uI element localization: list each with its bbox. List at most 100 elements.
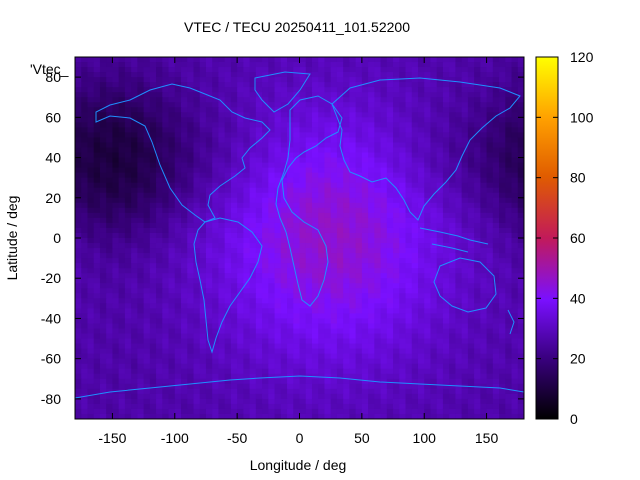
heatmap-cell	[237, 263, 244, 269]
heatmap-cell	[75, 258, 82, 264]
heatmap-cell	[287, 378, 294, 385]
heatmap-cell	[212, 318, 220, 325]
heatmap-cell	[156, 353, 163, 360]
heatmap-cell	[436, 152, 444, 159]
heatmap-cell	[118, 293, 126, 299]
heatmap-cell	[405, 182, 413, 189]
heatmap-cell	[505, 328, 513, 335]
heatmap-cell	[293, 87, 301, 93]
heatmap-cell	[156, 212, 163, 219]
heatmap-cell	[99, 393, 107, 400]
heatmap-cell	[499, 127, 506, 134]
heatmap-cell	[343, 67, 350, 73]
heatmap-cell	[311, 263, 319, 269]
heatmap-cell	[511, 142, 519, 149]
heatmap-cell	[249, 222, 257, 229]
heatmap-cell	[75, 348, 82, 355]
heatmap-cell	[255, 117, 263, 123]
heatmap-cell	[374, 323, 382, 330]
heatmap-cell	[492, 328, 500, 335]
heatmap-cell	[137, 232, 145, 239]
heatmap-cell	[280, 298, 288, 304]
heatmap-cell	[442, 328, 450, 335]
heatmap-cell	[230, 232, 238, 239]
heatmap-cell	[212, 72, 220, 78]
heatmap-cell	[374, 298, 382, 304]
heatmap-cell	[187, 403, 195, 410]
heatmap-cell	[474, 152, 481, 159]
heatmap-cell	[311, 157, 319, 164]
heatmap-cell	[218, 243, 226, 249]
heatmap-cell	[299, 358, 307, 365]
heatmap-cell	[355, 122, 363, 128]
heatmap-cell	[368, 263, 375, 269]
heatmap-cell	[368, 57, 375, 63]
heatmap-cell	[355, 112, 363, 118]
heatmap-cell	[311, 378, 319, 385]
heatmap-cell	[393, 132, 400, 139]
heatmap-cell	[143, 197, 151, 204]
heatmap-cell	[243, 182, 251, 189]
heatmap-cell	[299, 192, 307, 199]
heatmap-cell	[343, 132, 350, 139]
heatmap-cell	[237, 217, 244, 224]
heatmap-cell	[486, 293, 494, 299]
heatmap-cell	[287, 87, 294, 93]
heatmap-cell	[405, 348, 413, 355]
heatmap-cell	[168, 107, 176, 113]
heatmap-cell	[430, 97, 438, 103]
heatmap-cell	[187, 303, 195, 309]
heatmap-cell	[305, 132, 313, 139]
heatmap-cell	[399, 323, 407, 330]
heatmap-cell	[255, 92, 263, 98]
heatmap-cell	[124, 328, 132, 335]
heatmap-cell	[106, 202, 114, 209]
heatmap-cell	[318, 238, 326, 244]
heatmap-cell	[112, 333, 120, 340]
heatmap-cell	[106, 207, 114, 214]
heatmap-cell	[455, 207, 463, 214]
heatmap-cell	[449, 87, 457, 93]
heatmap-cell	[93, 353, 101, 360]
heatmap-cell	[143, 72, 151, 78]
heatmap-cell	[311, 308, 319, 315]
heatmap-cell	[174, 77, 182, 83]
heatmap-cell	[162, 238, 170, 244]
heatmap-cell	[467, 273, 475, 279]
heatmap-cell	[212, 167, 220, 174]
heatmap-cell	[511, 67, 519, 73]
heatmap-cell	[218, 398, 226, 405]
heatmap-cell	[87, 227, 95, 234]
heatmap-cell	[492, 293, 500, 299]
heatmap-cell	[137, 152, 145, 159]
heatmap-cell	[230, 97, 238, 103]
heatmap-cell	[499, 97, 506, 103]
heatmap-cell	[299, 238, 307, 244]
heatmap-cell	[156, 293, 163, 299]
heatmap-cell	[336, 343, 344, 350]
heatmap-cell	[330, 358, 338, 365]
heatmap-cell	[249, 378, 257, 385]
heatmap-cell	[137, 62, 145, 68]
heatmap-cell	[499, 57, 506, 63]
heatmap-cell	[124, 222, 132, 229]
heatmap-cell	[318, 308, 326, 315]
heatmap-cell	[305, 202, 313, 209]
heatmap-cell	[368, 308, 375, 315]
heatmap-cell	[199, 303, 207, 309]
heatmap-cell	[156, 132, 163, 139]
heatmap-cell	[274, 197, 282, 204]
heatmap-cell	[162, 87, 170, 93]
heatmap-cell	[224, 383, 232, 390]
heatmap-cell	[230, 72, 238, 78]
heatmap-cell	[349, 232, 357, 239]
heatmap-cell	[467, 288, 475, 294]
heatmap-cell	[486, 147, 494, 154]
heatmap-cell	[467, 363, 475, 370]
heatmap-cell	[230, 303, 238, 309]
heatmap-cell	[162, 358, 170, 365]
heatmap-cell	[318, 353, 326, 360]
heatmap-cell	[106, 142, 114, 149]
heatmap-cell	[149, 333, 157, 340]
heatmap-cell	[230, 253, 238, 259]
